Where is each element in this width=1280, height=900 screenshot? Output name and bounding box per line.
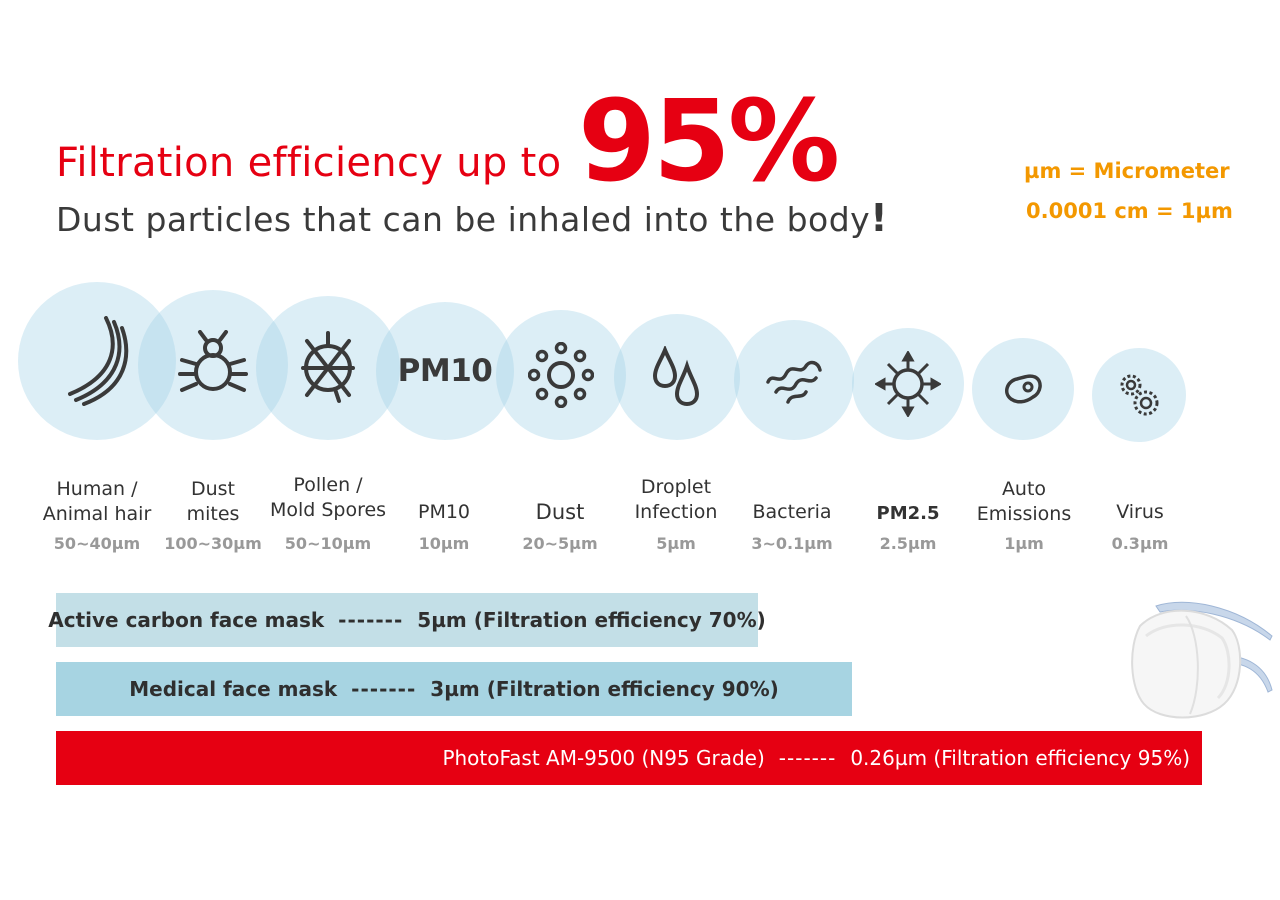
size-bacteria: 3~0.1µm <box>751 534 833 553</box>
particle-circle-virus <box>1092 348 1186 442</box>
label-droplet-line1: Droplet <box>640 476 712 498</box>
label-emissions: Auto Emissions <box>954 477 1094 527</box>
label-pollen-line1: Pollen / <box>293 474 363 496</box>
label-bacteria-line1: Bacteria <box>752 501 832 523</box>
virus-icon <box>1120 374 1159 416</box>
particle-circle-pm10: PM10 <box>376 302 514 440</box>
pm10-icon-text: PM10 <box>397 353 493 389</box>
bar-medical-dashes: ------- <box>351 677 417 701</box>
label-emissions-line2: Emissions <box>976 503 1072 525</box>
face-mask-image <box>1131 601 1273 719</box>
subtitle-mark: ! <box>870 196 889 240</box>
label-droplet: Droplet Infection <box>606 475 746 525</box>
size-pm25: 2.5µm <box>879 534 937 553</box>
particle-circle-emissions <box>972 338 1074 440</box>
label-pollen: Pollen / Mold Spores <box>258 473 398 523</box>
bar-medical-spec: 3µm (Filtration efficiency 90%) <box>430 677 779 701</box>
label-hair-line2: Animal hair <box>42 503 152 525</box>
droplet-icon <box>652 346 700 407</box>
dust-mite-icon <box>178 330 248 392</box>
unit-note-conversion: 0.0001 cm = 1µm <box>1026 199 1233 223</box>
particle-circle-droplet <box>614 314 740 440</box>
size-pollen: 50~10µm <box>284 534 372 553</box>
size-hair: 50~40µm <box>53 534 141 553</box>
unit-note-micrometer: µm = Micrometer <box>1024 159 1230 183</box>
label-hair-line1: Human / <box>56 478 138 500</box>
label-pm25-line1: PM2.5 <box>876 503 940 524</box>
bar-active-carbon-dashes: ------- <box>338 608 404 632</box>
label-pm10-line1: PM10 <box>417 501 471 523</box>
label-dust-mites: Dust mites <box>143 477 283 527</box>
particle-circle-pm25 <box>852 328 964 440</box>
hair-icon <box>68 316 129 406</box>
pm25-icon <box>875 351 941 417</box>
efficiency-highlight: 95% <box>578 77 840 207</box>
label-droplet-line2: Infection <box>634 501 718 523</box>
label-mites-line2: mites <box>186 503 240 525</box>
pollen-icon <box>301 331 355 403</box>
particle-circle-pollen <box>256 296 400 440</box>
size-dust: 20~5µm <box>522 534 598 553</box>
label-emissions-line1: Auto <box>1001 478 1047 500</box>
emission-icon <box>1005 374 1042 404</box>
bar-medical-mask: Medical face mask ------- 3µm (Filtratio… <box>56 662 852 716</box>
size-droplet: 5µm <box>656 534 696 553</box>
bacteria-icon <box>766 360 822 404</box>
dust-icon <box>528 342 594 408</box>
headline: Filtration efficiency up to <box>56 140 562 186</box>
label-pm10: PM10 <box>374 500 514 525</box>
bar-photofast-spec: 0.26µm (Filtration efficiency 95%) <box>850 746 1190 770</box>
subtitle-text: Dust particles that can be inhaled into … <box>56 200 871 239</box>
subtitle: Dust particles that can be inhaled into … <box>56 196 888 240</box>
label-hair: Human / Animal hair <box>27 477 167 527</box>
bar-medical-name: Medical face mask <box>129 677 338 701</box>
label-virus-line1: Virus <box>1116 501 1164 523</box>
bar-active-carbon-name: Active carbon face mask <box>48 608 325 632</box>
label-pollen-line2: Mold Spores <box>269 499 387 521</box>
label-bacteria: Bacteria <box>722 500 862 525</box>
size-virus: 0.3µm <box>1111 534 1169 553</box>
bar-photofast-dashes: ------- <box>778 746 837 770</box>
particle-circle-dust-mites <box>138 290 288 440</box>
bar-active-carbon-mask: Active carbon face mask ------- 5µm (Fil… <box>48 593 766 647</box>
bar-photofast-name: PhotoFast AM-9500 (N95 Grade) <box>442 746 765 770</box>
label-pm25: PM2.5 <box>838 501 978 526</box>
label-dust: Dust <box>490 500 630 525</box>
label-mites-line1: Dust <box>190 478 236 500</box>
size-emissions: 1µm <box>1004 534 1044 553</box>
particle-circle-dust <box>496 310 626 440</box>
bar-photofast-mask: PhotoFast AM-9500 (N95 Grade) ------- 0.… <box>56 731 1202 785</box>
size-dust-mites: 100~30µm <box>164 534 262 553</box>
label-dust-line1: Dust <box>535 500 585 524</box>
particle-circle-bacteria <box>734 320 854 440</box>
bar-active-carbon-spec: 5µm (Filtration efficiency 70%) <box>417 608 766 632</box>
particle-circle-hair <box>18 282 176 440</box>
size-pm10: 10µm <box>418 534 470 553</box>
label-virus: Virus <box>1070 500 1210 525</box>
